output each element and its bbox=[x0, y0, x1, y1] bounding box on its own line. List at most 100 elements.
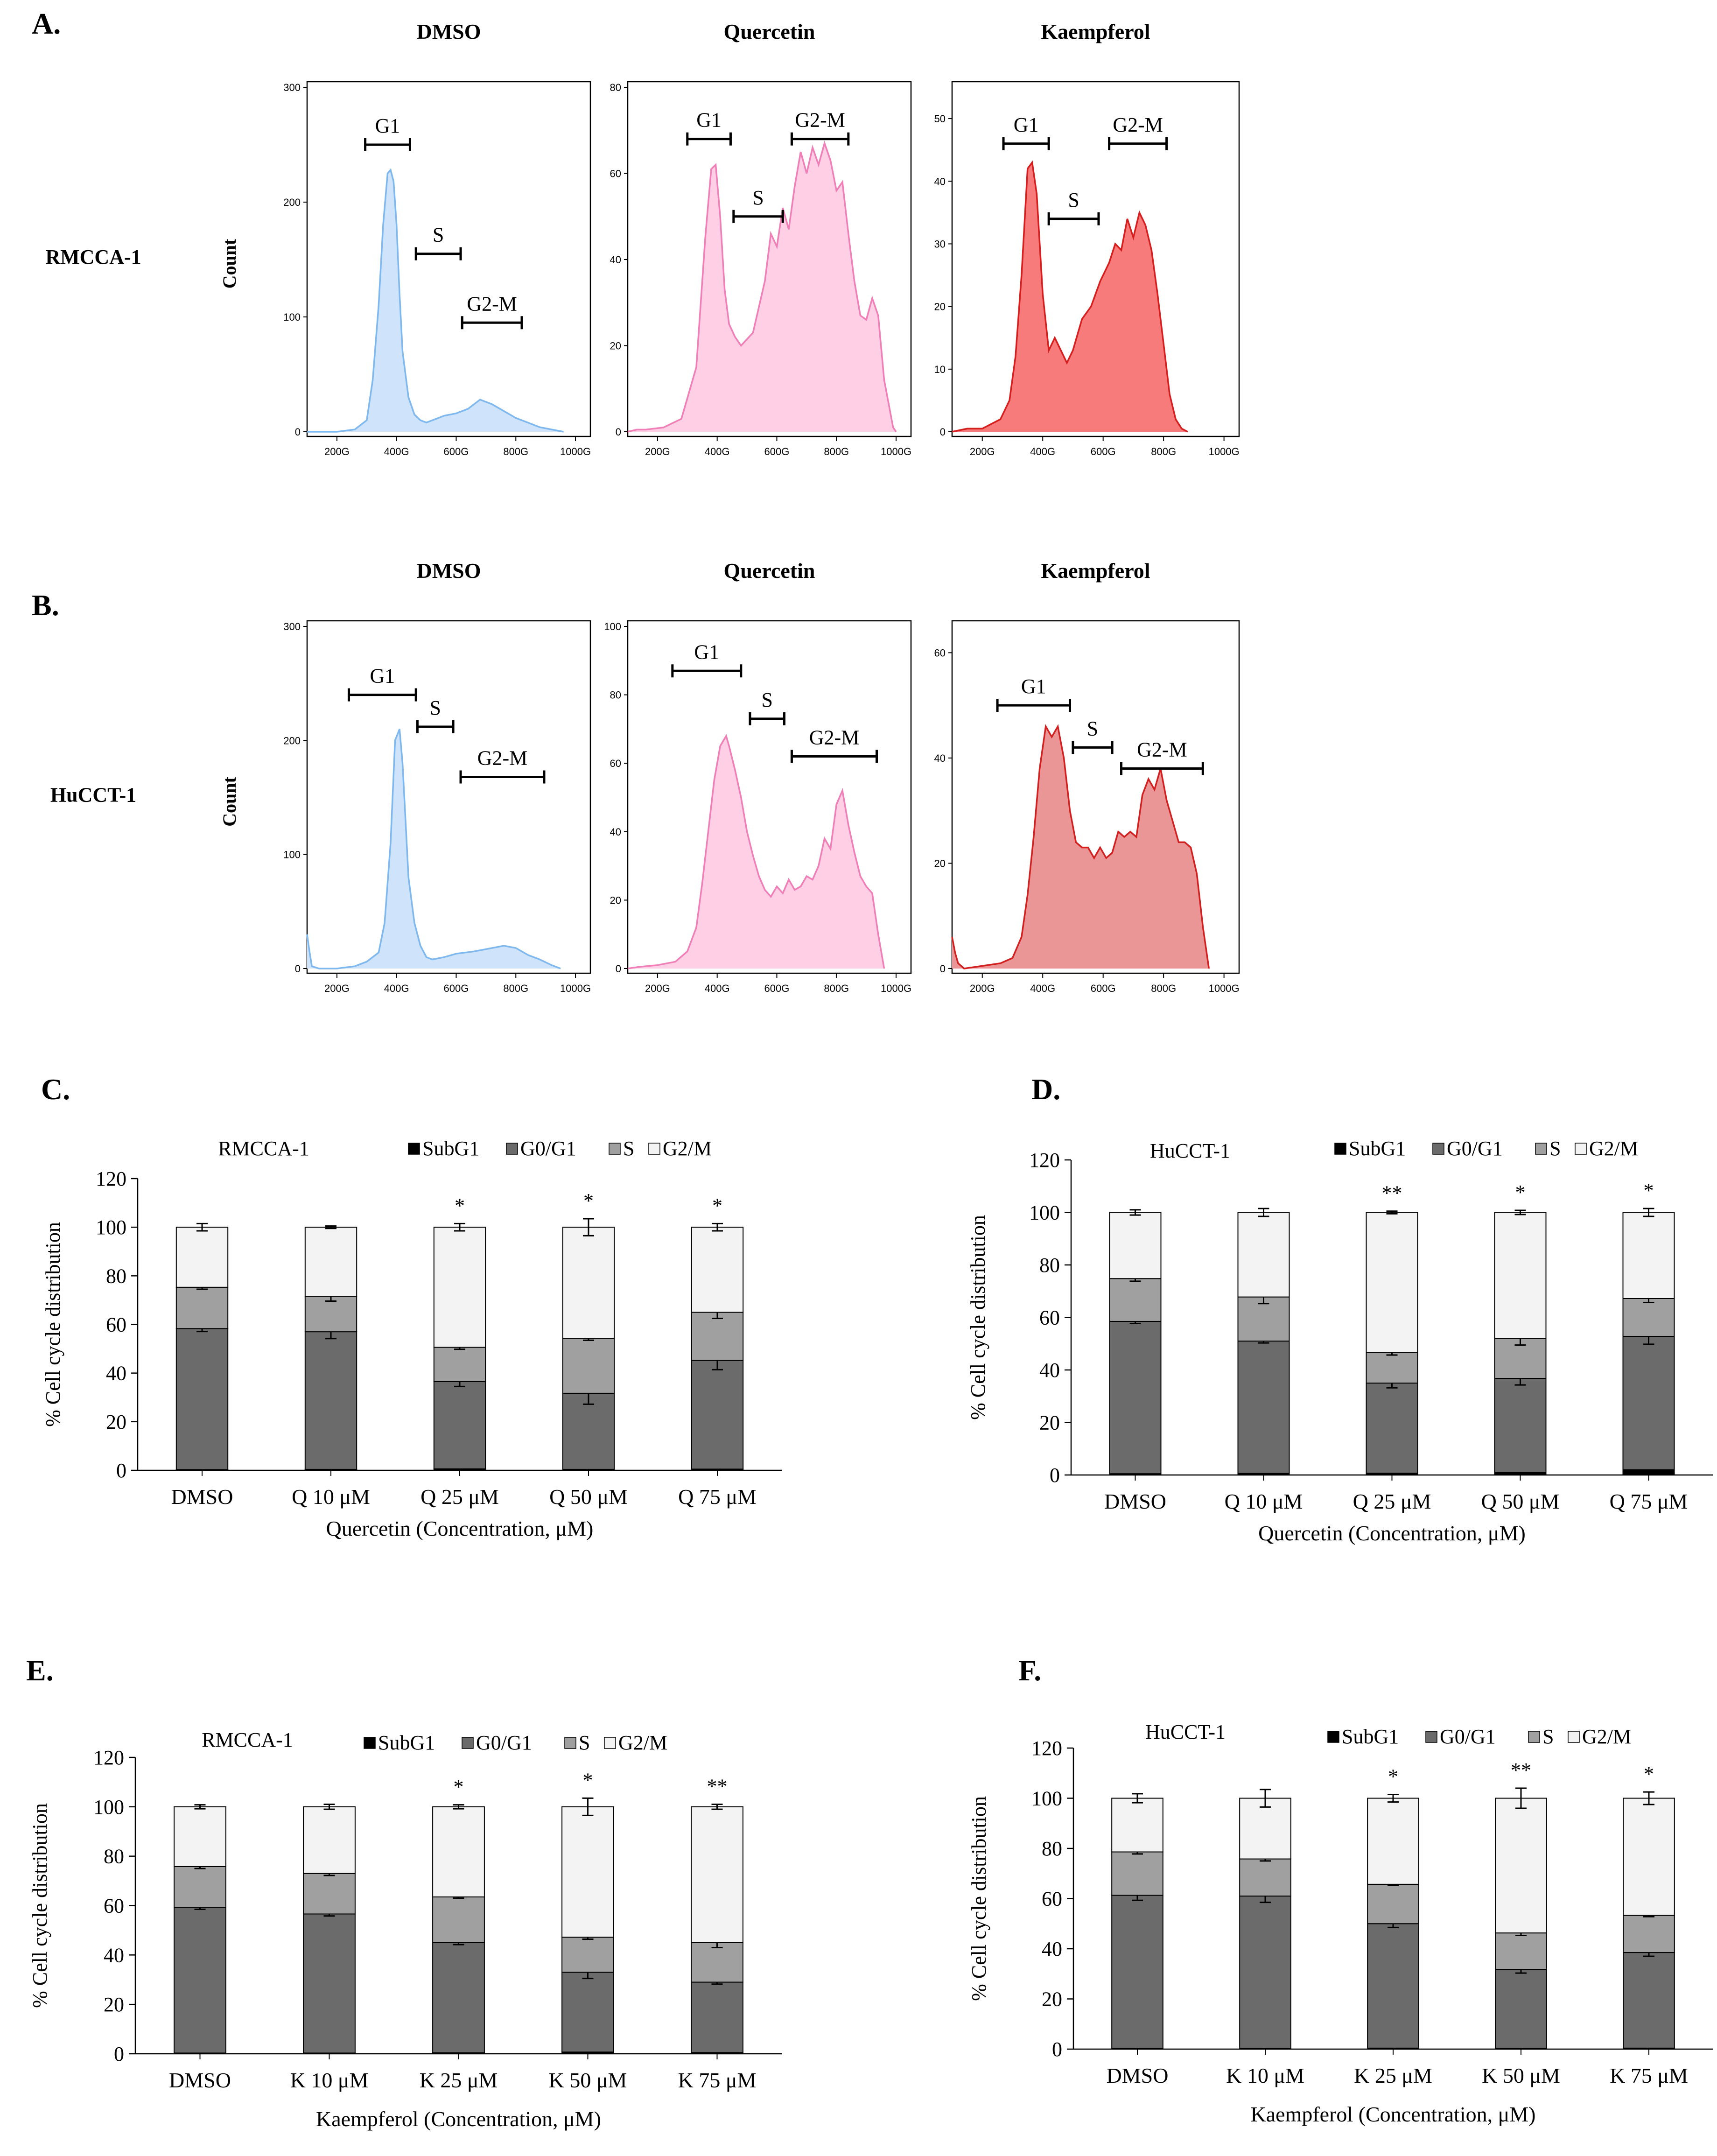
y-tick-label: 0 bbox=[616, 963, 621, 975]
stacked-bar-chart-e: 0 20 40 60 80 100 120 DMSO K 10 μM K 25 μM * K 50 μ… bbox=[26, 1654, 782, 2131]
column-title: Kaempferol bbox=[1041, 559, 1150, 583]
gate-label-s: S bbox=[1087, 717, 1098, 740]
y-tick-label: 0 bbox=[940, 963, 946, 975]
legend-label: SubG1 bbox=[422, 1137, 479, 1160]
legend-swatch-g2m bbox=[1575, 1143, 1587, 1155]
y-tick-label: 40 bbox=[1039, 1359, 1060, 1382]
histogram-area bbox=[952, 726, 1209, 969]
x-tick-label: 600G bbox=[764, 983, 790, 994]
column-title: Quercetin bbox=[724, 20, 815, 43]
x-axis-label: Kaempferol (Concentration, μM) bbox=[316, 2107, 601, 2131]
bar-segment-g0g1 bbox=[691, 1981, 743, 2053]
histogram-line bbox=[951, 724, 1210, 969]
gate-label-g2-m: G2-M bbox=[809, 726, 860, 749]
bar-segment-g0g1 bbox=[691, 1360, 744, 1470]
legend-swatch-g0g1 bbox=[506, 1143, 518, 1155]
x-tick-label: 400G bbox=[1030, 446, 1055, 457]
bar-segment-s bbox=[691, 1312, 744, 1361]
y-tick-label: 60 bbox=[104, 1895, 124, 1917]
x-tick-label: 200G bbox=[970, 446, 995, 457]
y-tick-label: 100 bbox=[96, 1216, 126, 1239]
x-tick-label: 400G bbox=[384, 446, 409, 457]
legend-label: SubG1 bbox=[1342, 1725, 1399, 1748]
y-tick-label: 60 bbox=[610, 758, 621, 769]
y-tick-label: 60 bbox=[106, 1313, 126, 1336]
bar-segment-g0g1 bbox=[1494, 1378, 1547, 1473]
histogram-line bbox=[306, 729, 561, 969]
panel-label: E. bbox=[26, 1654, 54, 1687]
bar-segment-s bbox=[1109, 1278, 1162, 1322]
chart-title: RMCCA-1 bbox=[202, 1728, 293, 1751]
bar-segment-g2m bbox=[174, 1806, 226, 1867]
y-axis-label: Count bbox=[219, 776, 240, 826]
bar-segment-g0g1 bbox=[433, 1381, 486, 1469]
bar-segment-s bbox=[175, 1286, 229, 1329]
x-tick-label: K 10 μM bbox=[290, 2068, 369, 2092]
y-tick-label: 20 bbox=[610, 894, 621, 906]
significance-marker: * bbox=[583, 1189, 594, 1212]
y-tick-label: 300 bbox=[283, 621, 301, 632]
bar-segment-g2m bbox=[1367, 1798, 1419, 1885]
bar-segment-g2m bbox=[433, 1227, 486, 1348]
bar-segment-g2m bbox=[691, 1227, 744, 1313]
bar-segment-subg1 bbox=[1622, 1469, 1675, 1475]
x-tick-label: 200G bbox=[970, 983, 995, 994]
bar-segment-g2m bbox=[304, 1227, 357, 1297]
gate-label-s: S bbox=[430, 696, 441, 719]
legend-swatch-g2m bbox=[604, 1737, 616, 1749]
y-tick-label: 20 bbox=[934, 301, 946, 313]
x-tick-label: 800G bbox=[824, 446, 849, 457]
significance-marker: * bbox=[1515, 1181, 1526, 1204]
y-tick-label: 20 bbox=[106, 1411, 126, 1433]
y-tick-label: 80 bbox=[106, 1264, 126, 1287]
y-tick-label: 100 bbox=[283, 311, 301, 323]
significance-marker: * bbox=[1644, 1179, 1654, 1202]
y-tick-label: 80 bbox=[610, 82, 621, 93]
y-tick-label: 0 bbox=[295, 963, 301, 975]
bar-segment-g0g1 bbox=[1366, 1383, 1418, 1474]
legend-swatch-s bbox=[609, 1143, 621, 1155]
legend-swatch-s bbox=[564, 1737, 576, 1749]
x-tick-label: 1000G bbox=[881, 983, 911, 994]
x-tick-label: 400G bbox=[1030, 983, 1055, 994]
y-tick-label: 20 bbox=[104, 1993, 124, 2016]
x-axis-label: Kaempferol (Concentration, μM) bbox=[1251, 2102, 1536, 2126]
legend-label: S bbox=[1549, 1137, 1561, 1160]
bar-segment-s bbox=[1111, 1851, 1163, 1896]
x-tick-label: Q 25 μM bbox=[420, 1485, 499, 1509]
x-tick-label: Q 75 μM bbox=[678, 1485, 757, 1509]
y-tick-label: 120 bbox=[93, 1746, 124, 1769]
x-tick-label: DMSO bbox=[1104, 1489, 1166, 1513]
y-tick-label: 40 bbox=[610, 254, 621, 266]
y-axis-label: % Cell cycle distribution bbox=[967, 1215, 989, 1420]
gate-label-g2-m: G2-M bbox=[795, 109, 845, 132]
x-tick-label: 200G bbox=[645, 983, 670, 994]
histogram-area bbox=[628, 736, 884, 969]
bar-segment-g2m bbox=[1237, 1212, 1290, 1298]
y-tick-label: 0 bbox=[1052, 2038, 1062, 2061]
gate-label-s: S bbox=[752, 186, 764, 209]
x-tick-label: 400G bbox=[705, 446, 730, 457]
legend-label: G2/M bbox=[618, 1731, 667, 1754]
x-tick-label: K 75 μM bbox=[1610, 2064, 1688, 2087]
x-tick-label: 800G bbox=[503, 983, 528, 994]
y-tick-label: 100 bbox=[604, 621, 621, 632]
bar-segment-g2m bbox=[1623, 1798, 1675, 1916]
y-tick-label: 20 bbox=[1042, 1988, 1062, 2011]
histogram-a-dmso: 0 100 200 300 200G 400G 600G 800G 1000G G1 S G2-M DM… bbox=[32, 7, 591, 457]
legend-label: SubG1 bbox=[1349, 1137, 1406, 1160]
x-tick-label: 1000G bbox=[560, 983, 591, 994]
legend-label: G0/G1 bbox=[1440, 1725, 1496, 1748]
panel-label: B. bbox=[32, 589, 59, 622]
bar-segment-g0g1 bbox=[175, 1328, 229, 1470]
x-tick-label: Q 50 μM bbox=[1481, 1489, 1560, 1513]
x-tick-label: 800G bbox=[503, 446, 528, 457]
bar-segment-s bbox=[304, 1296, 357, 1333]
bar-segment-g2m bbox=[691, 1806, 743, 1943]
y-tick-label: 120 bbox=[1031, 1737, 1062, 1760]
bar-segment-g0g1 bbox=[1239, 1896, 1291, 2049]
bar-segment-g2m bbox=[1109, 1212, 1162, 1279]
x-tick-label: K 10 μM bbox=[1226, 2064, 1304, 2087]
